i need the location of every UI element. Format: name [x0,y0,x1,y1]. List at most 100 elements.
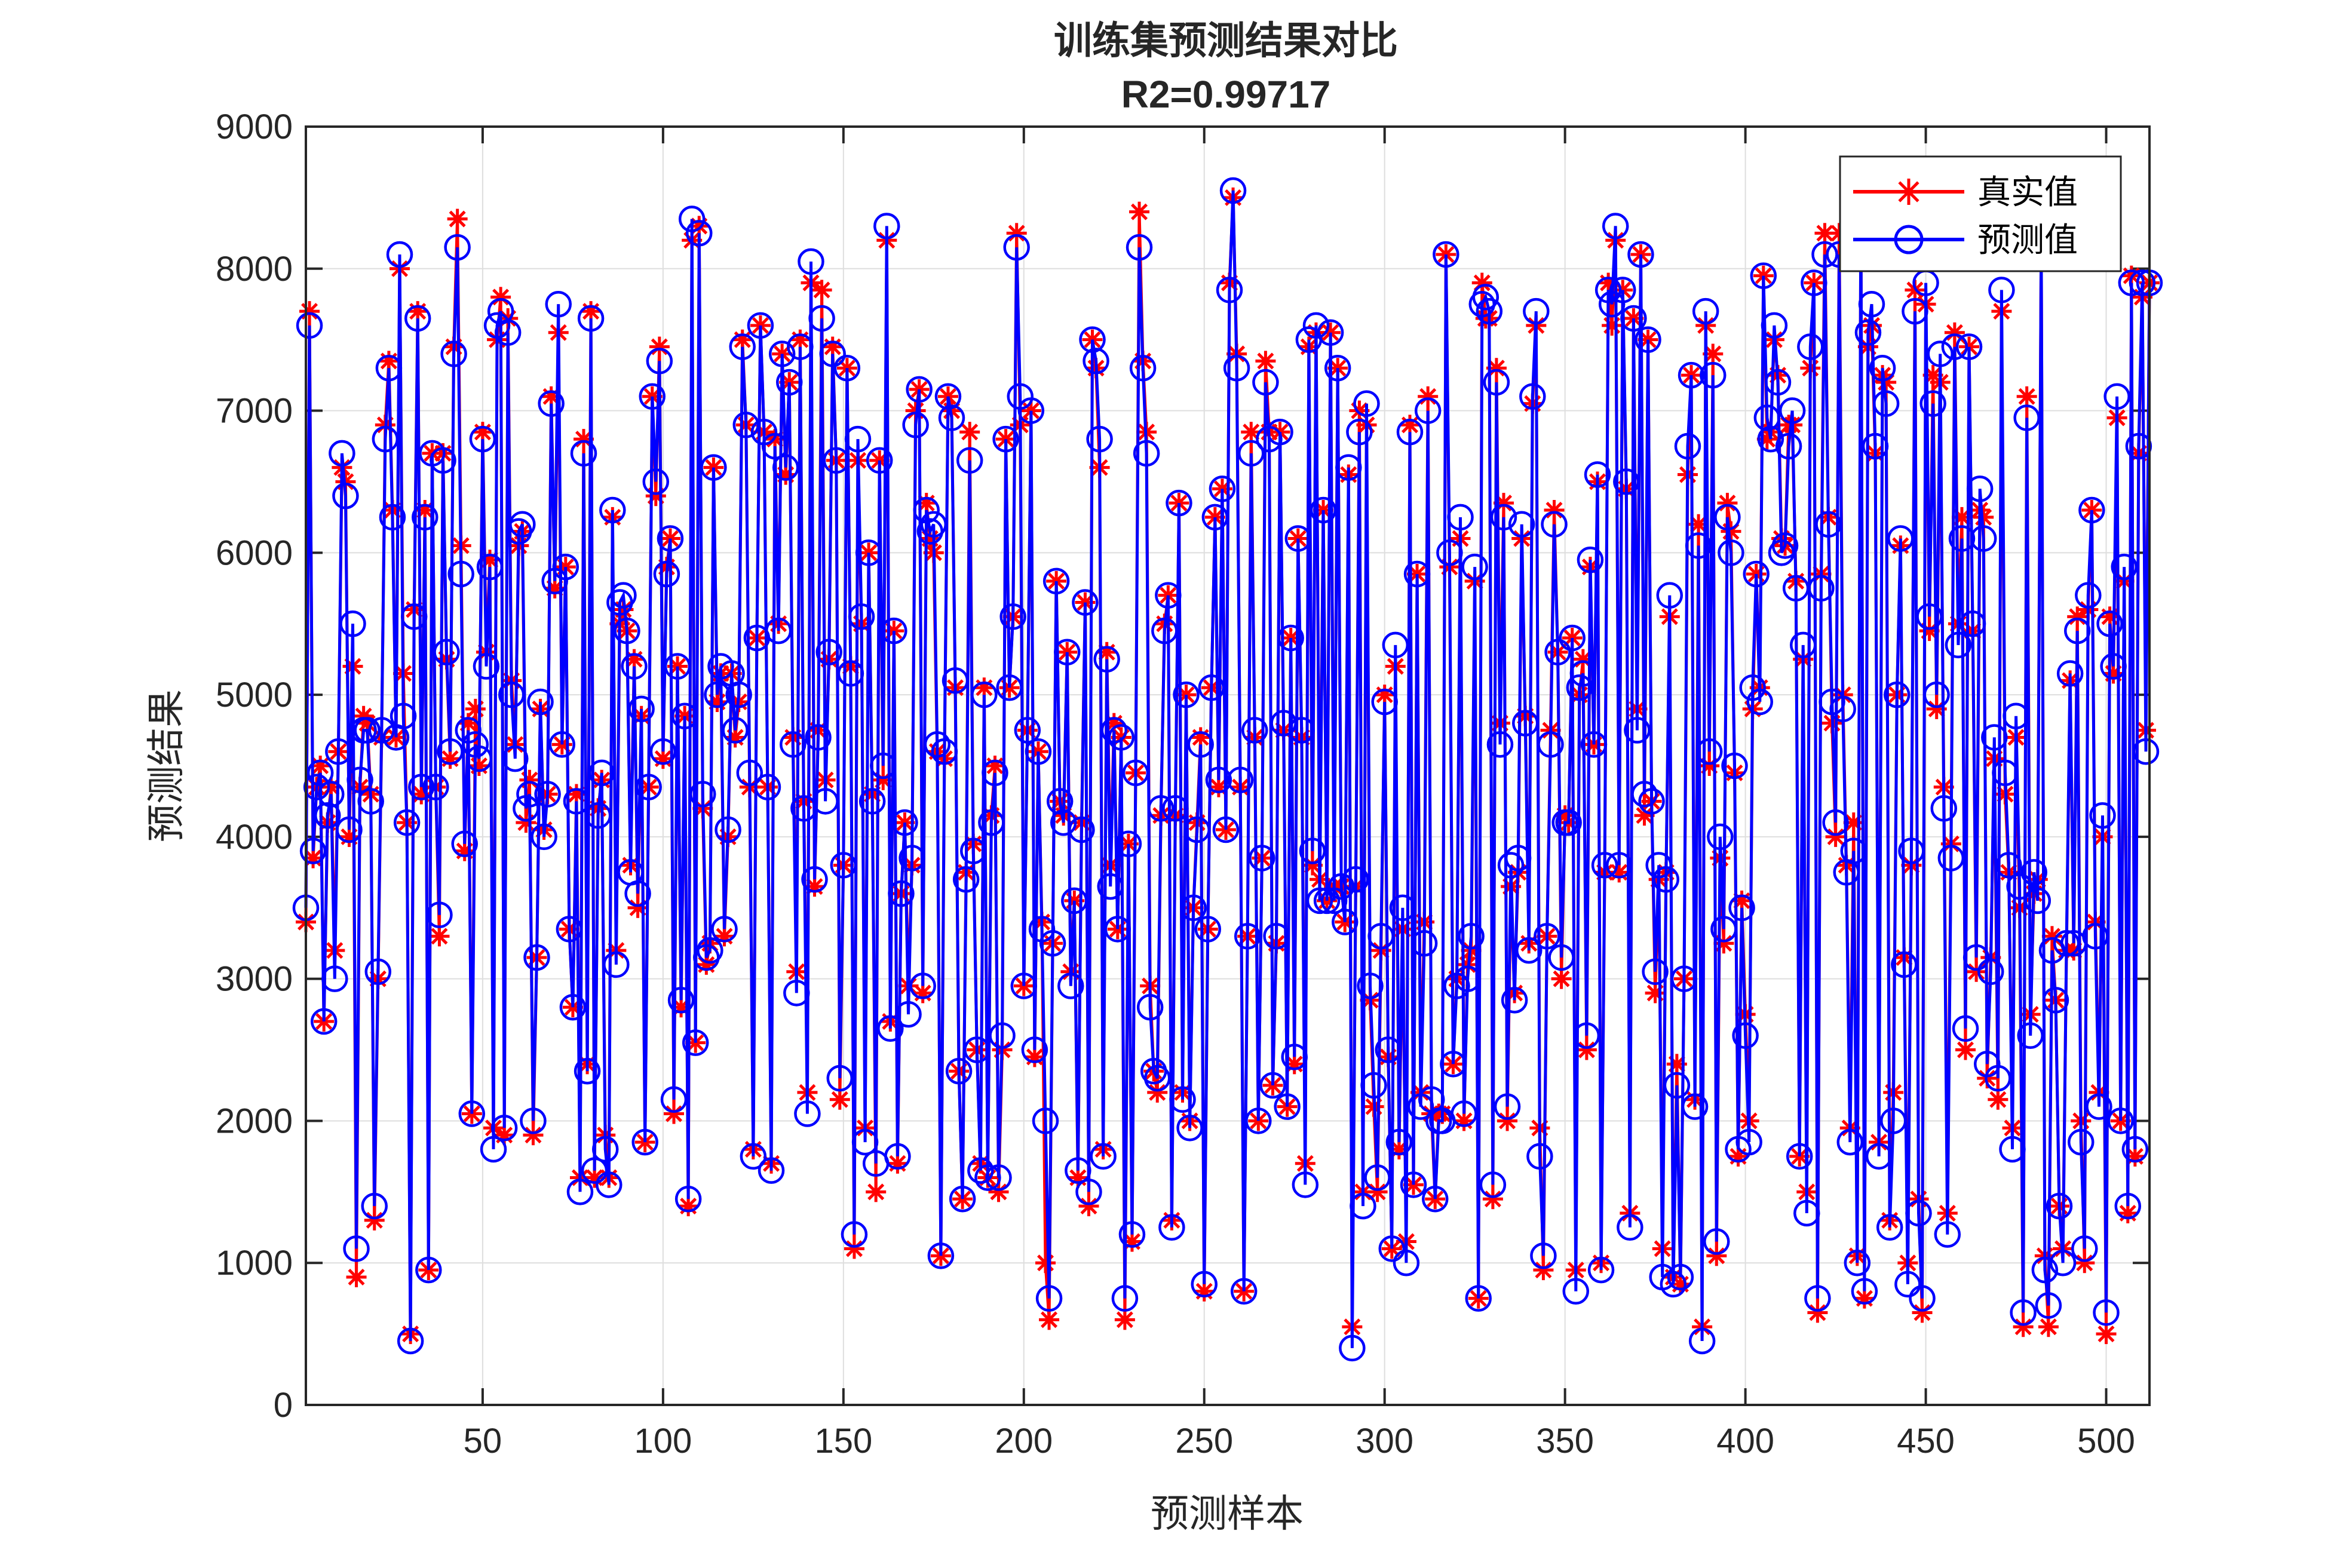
predicted-value-point [754,774,781,800]
predicted-value-point [704,681,731,708]
predicted-value-point [1180,894,1207,922]
predicted-value-point [1530,1242,1557,1269]
predicted-value-point [841,1221,868,1248]
predicted-value-point [686,220,713,247]
predicted-value-point [1259,1072,1286,1099]
predicted-value-point [1829,695,1856,723]
predicted-value-point [913,496,940,524]
predicted-value-point [1313,887,1341,915]
predicted-value-point [1277,624,1304,652]
predicted-value-point [1652,866,1680,893]
predicted-value-point [1504,845,1532,872]
predicted-value-point [1025,738,1052,765]
predicted-value-point [559,993,587,1021]
predicted-value-point [2046,1192,2073,1220]
predicted-value-point [1364,1164,1391,1191]
predicted-value-point [444,234,471,261]
chart-subtitle: R2=0.99717 [1121,73,1331,116]
predicted-value-point [1663,1072,1691,1099]
legend-true-label: 真实值 [1977,173,2078,211]
predicted-value-point [1072,589,1099,616]
predicted-value-point [1378,1235,1406,1262]
true-value-point [1147,1082,1168,1103]
true-value-point [627,897,648,918]
legend: 真实值 预测值 [1839,155,2122,272]
predicted-value-point [1656,582,1683,609]
predicted-value-point [469,425,496,453]
predicted-value-point [982,759,1008,787]
predicted-value-point [678,205,706,232]
predicted-value-point [1490,504,1517,531]
predicted-value-point [1454,965,1481,992]
predicted-value-point [1284,525,1312,552]
predicted-value-point [1934,1221,1961,1248]
true-value-point [1703,343,1724,364]
true-value-point [2013,1317,2034,1337]
predicted-value-point [306,759,334,787]
true-value-point [1807,1302,1828,1323]
predicted-value-point [1079,326,1106,353]
predicted-value-point [1389,894,1416,922]
predicted-value-point [2078,496,2105,524]
predicted-value-point [390,702,417,730]
predicted-value-point [591,1136,619,1163]
predicted-value-point [386,241,413,268]
predicted-value-point [1187,731,1214,758]
predicted-value-point [1436,539,1463,566]
predicted-value-point [2075,582,2102,609]
predicted-value-point [1516,937,1543,964]
true-value-point [663,1103,684,1124]
predicted-value-point [772,454,799,481]
predicted-value-point [646,348,673,375]
predicted-value-point [1735,1128,1762,1156]
true-value-point [447,208,468,229]
x-tick-label: 300 [1356,1422,1413,1460]
predicted-value-point [736,759,763,787]
predicted-value-point [2103,383,2130,410]
predicted-value-point [1523,297,1550,325]
predicted-value-point [657,525,684,552]
predicted-value-point [1014,717,1041,744]
predicted-value-point [1086,425,1113,453]
predicted-value-point [1479,1171,1507,1198]
plot-area: 50 100 150 200 250 300 350 400 450 50001000200030… [216,108,2163,1460]
predicted-value-point [299,837,327,864]
predicted-value-point [740,1143,767,1170]
predicted-value-point [545,290,572,318]
predicted-value-point [1685,532,1712,559]
true-value-point [523,1125,544,1146]
predicted-value-point [920,511,947,538]
predicted-value-point [1844,1249,1871,1277]
true-value-point [1955,1039,1976,1060]
predicted-value-point [1977,958,2004,986]
predicted-value-point [830,852,857,879]
predicted-value-point [1872,390,1900,417]
predicted-value-point [1930,795,1958,822]
predicted-value-point [837,660,864,687]
predicted-value-point [509,511,536,538]
predicted-value-point [682,1029,709,1056]
predicted-value-point [1609,277,1636,303]
predicted-value-point [1335,454,1362,481]
predicted-value-point [927,1242,955,1269]
predicted-value-point [1992,759,2019,787]
true-value-point [2096,1324,2117,1345]
predicted-value-point [895,1001,922,1028]
predicted-value-point [1501,987,1528,1014]
predicted-value-point [2100,653,2127,680]
y-tick-label: 8000 [216,250,293,289]
predicted-value-point [765,617,792,645]
predicted-value-point [1035,1285,1063,1312]
predicted-value-point [1757,425,1784,453]
predicted-value-point [722,717,749,744]
predicted-value-point [660,1086,688,1113]
predicted-value-point [1465,1285,1492,1312]
true-value-point [1609,862,1630,883]
predicted-value-point [1808,575,1835,602]
predicted-value-point [1173,681,1200,708]
predicted-value-point [780,731,807,758]
predicted-value-point [1299,837,1326,864]
predicted-value-point [1115,830,1142,858]
predicted-value-point [1526,1143,1553,1170]
predicted-value-point [1739,674,1766,701]
